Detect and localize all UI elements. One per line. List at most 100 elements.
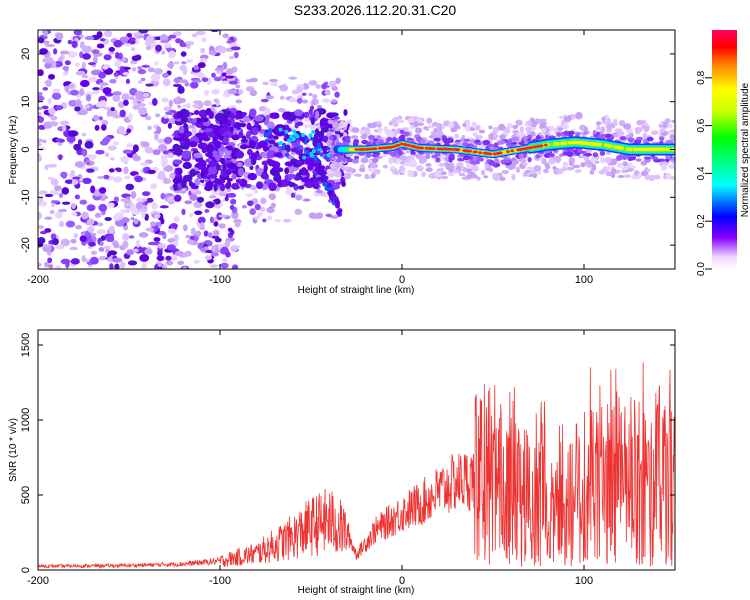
spectral-blob [315, 212, 324, 219]
page-title: S233.2026.112.20.31.C20 [293, 2, 457, 18]
spectral-blob [172, 177, 183, 184]
spectral-blob [262, 218, 267, 223]
spectral-blob [38, 37, 45, 44]
spectral-blob [144, 146, 154, 154]
spectral-blob [264, 138, 269, 143]
spectral-blob [50, 178, 59, 186]
spectral-blob [304, 157, 314, 165]
spectral-blob [182, 161, 192, 170]
spectral-blob [605, 133, 612, 138]
spectral-blob [456, 148, 461, 152]
spectral-blob [86, 161, 91, 165]
spectral-blob [345, 135, 351, 142]
spectral-blob [352, 158, 360, 164]
spectral-blob [141, 177, 147, 182]
spectral-blob [250, 157, 257, 166]
spectral-blob [87, 76, 98, 83]
spectral-blob [172, 159, 183, 165]
spectrogram-x-tick-label: -200 [27, 274, 49, 286]
spectral-blob [645, 168, 651, 173]
spectral-blob [224, 75, 235, 79]
spectral-blob [406, 148, 411, 154]
spectral-blob [177, 85, 185, 94]
spectral-blob [440, 171, 447, 176]
spectral-blob [226, 180, 232, 189]
spectral-blob [161, 50, 166, 55]
colorbar: 0.0 0.2 0.4 0.6 0.8 Normalized spectral ampl… [696, 30, 750, 276]
spectral-blob [157, 249, 163, 257]
spectral-blob [102, 87, 112, 95]
spectral-blob [511, 137, 519, 142]
spectral-blob [100, 197, 106, 202]
spectral-blob [145, 45, 152, 51]
spectral-blob [527, 173, 534, 177]
spectral-blob [149, 221, 157, 227]
spectral-blob [285, 189, 293, 196]
spectral-blob [73, 143, 82, 151]
spectral-blob [147, 169, 156, 174]
spectral-blob [116, 168, 122, 173]
spectral-blob [288, 76, 298, 80]
spectral-blob [124, 175, 131, 180]
spectral-blob [226, 162, 236, 170]
spectral-blob [200, 222, 205, 229]
spectral-blob [191, 126, 197, 135]
spectral-blob [497, 140, 506, 145]
spectral-blob [98, 255, 107, 261]
spectral-blob [49, 121, 59, 127]
spectral-blob [213, 183, 218, 192]
spectral-blob [320, 118, 331, 127]
spectral-blob [211, 124, 220, 132]
spectral-blob [260, 98, 269, 103]
spectral-blob [601, 117, 606, 121]
spectral-blob [204, 89, 210, 96]
spectral-blob [651, 156, 659, 160]
spectral-blob [103, 245, 111, 250]
spectral-blob [94, 212, 102, 218]
spectral-blob [54, 185, 62, 192]
spectral-blob [326, 139, 333, 147]
spectral-blob [121, 217, 130, 224]
spectral-blob [372, 168, 381, 175]
spectral-blob [488, 125, 493, 130]
spectral-blob [627, 162, 633, 168]
spectral-blob [461, 176, 470, 180]
spectral-blob [462, 166, 467, 173]
spectral-blob [515, 119, 523, 126]
spectral-blob [636, 136, 644, 141]
spectral-blob [425, 163, 432, 167]
spectral-blob [156, 126, 162, 135]
spectral-blob [85, 94, 92, 102]
spectral-blob [183, 175, 188, 183]
spectral-blob [92, 87, 100, 91]
spectral-blob [666, 123, 673, 129]
spectral-blob [231, 173, 237, 180]
spectral-blob [308, 108, 313, 116]
spectral-blob [396, 119, 405, 124]
spectral-blob [209, 195, 217, 199]
spectral-blob [448, 156, 453, 163]
spectral-blob [525, 120, 532, 126]
spectral-blob [314, 110, 320, 119]
spectral-blob [519, 158, 527, 163]
spectral-blob [558, 115, 565, 119]
spectral-blob [67, 39, 73, 45]
spectral-blob [126, 32, 133, 38]
spectral-blob [128, 37, 136, 42]
spectral-blob [179, 140, 185, 146]
spectral-blob [447, 147, 452, 151]
spectral-blob [213, 204, 221, 209]
spectral-blob [533, 164, 542, 172]
spectral-blob [561, 166, 568, 172]
spectral-blob [431, 121, 439, 127]
spectral-blob [646, 136, 654, 142]
spectral-blob [232, 264, 239, 269]
spectral-blob [311, 99, 316, 106]
colorbar-gradient [712, 30, 737, 269]
spectral-blob [312, 155, 318, 161]
spectral-blob [168, 34, 177, 39]
spectral-blob [43, 40, 50, 45]
spectral-blob [327, 190, 333, 196]
spectral-blob [267, 215, 273, 221]
spectral-blob [97, 175, 104, 180]
